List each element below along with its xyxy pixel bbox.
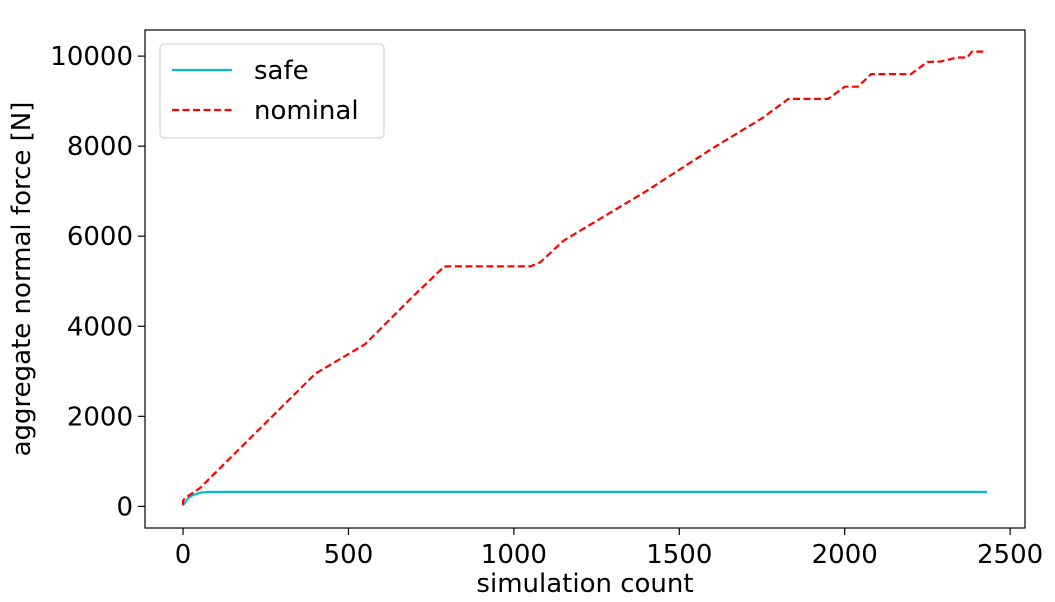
y-tick-label: 10000 (50, 42, 133, 72)
legend-label-nominal: nominal (254, 96, 359, 126)
y-tick-label: 8000 (67, 132, 133, 162)
legend-label-safe: safe (254, 56, 309, 86)
x-tick-label: 0 (175, 540, 192, 570)
legend-box (159, 43, 385, 139)
plot-area (181, 50, 987, 507)
series-line-safe (182, 490, 987, 507)
axes-frame (144, 29, 1026, 529)
y-tick-label: 4000 (67, 312, 133, 342)
x-axis-ticks: 0 500 1000 1500 2000 2500 (175, 528, 1043, 570)
x-tick-label: 2000 (812, 540, 878, 570)
x-tick-label: 2500 (977, 540, 1043, 570)
y-tick-label: 6000 (67, 222, 133, 252)
x-tick-label: 1000 (481, 540, 547, 570)
y-tick-label: 0 (116, 492, 133, 522)
x-tick-label: 500 (324, 540, 374, 570)
y-axis-title: aggregate normal force [N] (7, 102, 37, 457)
y-axis-ticks: 0 2000 4000 6000 8000 10000 (50, 42, 145, 522)
legend: safe nominal (159, 43, 385, 139)
y-tick-label: 2000 (67, 402, 133, 432)
series-line-nominal (181, 50, 987, 505)
x-tick-label: 1500 (646, 540, 712, 570)
x-axis-title: simulation count (476, 569, 693, 599)
